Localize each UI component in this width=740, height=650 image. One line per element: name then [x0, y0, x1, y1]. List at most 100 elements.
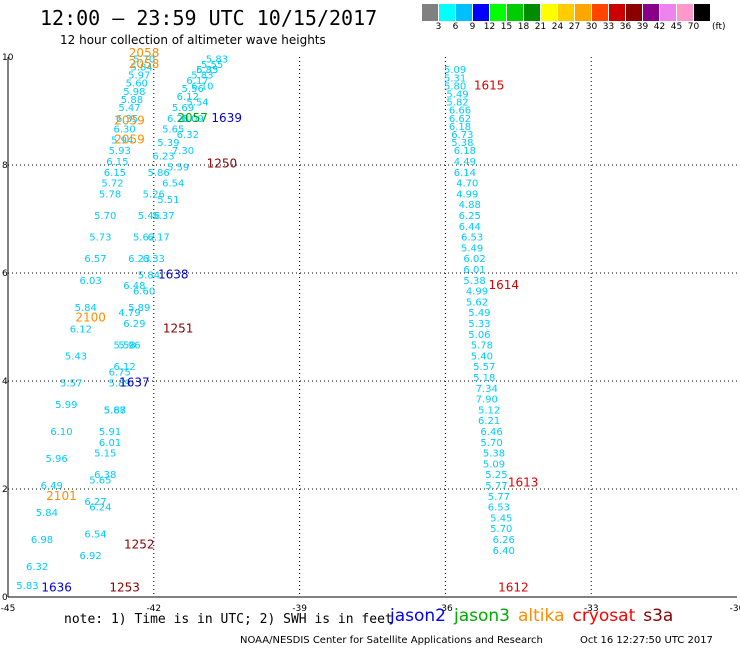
wave-height-label: 4.79	[118, 308, 140, 319]
wave-height-label: 6.18	[454, 146, 476, 157]
wave-height-label: 5.89	[109, 378, 131, 389]
y-tick-label: 0	[2, 593, 8, 603]
color-scale-label: 15	[500, 22, 513, 32]
wave-height-label: 5.38	[483, 449, 505, 460]
wave-height-label: 5.12	[478, 405, 500, 416]
wave-height-label: 5.37	[152, 211, 174, 222]
color-scale-label: 45	[670, 22, 683, 32]
wave-height-label: 6.98	[31, 535, 53, 546]
wave-height-label: 6.73	[451, 130, 473, 141]
wave-height-label: 5.89	[128, 303, 150, 314]
wave-height-label: 5.57	[60, 378, 82, 389]
wave-height-label: 5.60	[126, 79, 148, 90]
wave-height-label: 6.92	[79, 551, 101, 562]
wave-height-label: 5.31	[444, 73, 466, 84]
pass-time-label: 1615	[474, 78, 505, 92]
color-scale-unit: (ft)	[712, 22, 726, 32]
wave-height-label: 6.12	[114, 362, 136, 373]
wave-height-label: 6.14	[454, 168, 476, 179]
wave-height-label: 5.47	[118, 103, 140, 114]
pass-time-label: 1637	[119, 375, 150, 389]
wave-height-label: 6.48	[123, 281, 145, 292]
wave-height-label: 6.23	[128, 254, 150, 265]
wave-height-label: 5.97	[128, 71, 150, 82]
wave-height-label: 4.99	[466, 287, 488, 298]
wave-height-label: 5.69	[172, 103, 194, 114]
wave-height-label: 5.40	[471, 351, 493, 362]
color-scale-swatch	[677, 4, 694, 21]
color-scale-swatch	[575, 4, 592, 21]
wave-height-label: 6.57	[84, 254, 106, 265]
wave-height-label: 6.17	[148, 233, 170, 244]
wave-height-label: 5.96	[118, 341, 140, 352]
x-tick-label: -45	[1, 604, 16, 614]
wave-height-label: 5.15	[94, 449, 116, 460]
wave-height-label: 6.40	[493, 546, 515, 557]
wave-height-label: 5.70	[94, 211, 116, 222]
wave-height-label: 6.33	[143, 254, 165, 265]
color-scale-label: 9	[469, 22, 476, 32]
wave-height-label: 5.77	[485, 481, 507, 492]
pass-time-label: 1253	[109, 581, 140, 595]
color-scale-swatch	[456, 4, 473, 21]
credit-line: NOAA/NESDIS Center for Satellite Applica…	[240, 635, 543, 646]
wave-height-label: 5.09	[444, 65, 466, 76]
wave-height-label: 6.32	[26, 562, 48, 573]
wave-height-label: 6.28	[167, 114, 189, 125]
y-tick-label: 4	[2, 377, 8, 387]
wave-height-label: 5.62	[133, 233, 155, 244]
wave-height-label: 5.70	[133, 54, 155, 65]
color-scale-swatch	[609, 4, 626, 21]
x-tick-label: -42	[146, 604, 161, 614]
pass-time-label: 2058	[129, 57, 160, 71]
y-tick-label: 6	[2, 269, 8, 279]
wave-height-label: 6.46	[480, 427, 502, 438]
wave-height-label: 6.66	[449, 106, 471, 117]
wave-height-label: 5.82	[446, 98, 468, 109]
footnote: note: 1) Time is in UTC; 2) SWH is in fe…	[64, 612, 393, 627]
wave-height-label: 7.90	[476, 395, 498, 406]
y-tick-label: 10	[2, 53, 14, 63]
wave-height-label: 6.21	[478, 416, 500, 427]
wave-height-label: 5.55	[201, 60, 223, 71]
color-scale-swatch	[626, 4, 643, 21]
wave-height-label: 6.17	[186, 76, 208, 87]
color-scale-label: 30	[585, 22, 598, 32]
color-scale-swatch	[490, 4, 507, 21]
wave-height-label: 5.06	[468, 330, 490, 341]
wave-height-label: 6.53	[488, 503, 510, 514]
wave-height-label: 6.27	[84, 497, 106, 508]
wave-height-label: 5.84	[75, 303, 97, 314]
wave-height-label: 6.18	[449, 122, 471, 133]
pass-time-label: 1250	[207, 157, 238, 171]
wave-height-label: 6.49	[41, 481, 63, 492]
wave-height-label: 5.65	[89, 476, 111, 487]
pass-time-label: 1614	[488, 278, 519, 292]
color-scale-labels: 3 6 9 12 15 18 21 24 27 30 33 36 39 42 45 70	[422, 22, 702, 32]
wave-height-label: 5.49	[468, 308, 490, 319]
wave-height-label: 5.72	[101, 179, 123, 190]
color-scale-label: 36	[619, 22, 632, 32]
wave-height-label: 4.99	[456, 189, 478, 200]
wave-height-label: 6.15	[104, 168, 126, 179]
wave-height-label: 5.51	[157, 195, 179, 206]
wave-height-label: 5.84	[131, 63, 153, 74]
pass-time-label: 1612	[498, 581, 529, 595]
wave-height-label: 6.35	[196, 65, 218, 76]
wave-height-label: 5.86	[148, 168, 170, 179]
wave-height-label: 6.35	[116, 114, 138, 125]
wave-height-label: 5.62	[466, 297, 488, 308]
wave-height-label: 5.46	[138, 211, 160, 222]
y-tick-label: 8	[2, 161, 8, 171]
wave-height-label: 5.18	[473, 373, 495, 384]
color-scale-label: 21	[534, 22, 547, 32]
y-tick-label: 2	[2, 485, 8, 495]
wave-height-label: 5.58	[114, 341, 136, 352]
color-scale-swatch	[473, 4, 490, 21]
wave-height-label: 5.68	[104, 405, 126, 416]
wave-height-label: 5.54	[186, 98, 208, 109]
wave-height-label: 6.62	[449, 114, 471, 125]
wave-height-label: 6.54	[84, 530, 106, 541]
wave-height-label: 5.33	[468, 319, 490, 330]
color-scale-label: 33	[602, 22, 615, 32]
